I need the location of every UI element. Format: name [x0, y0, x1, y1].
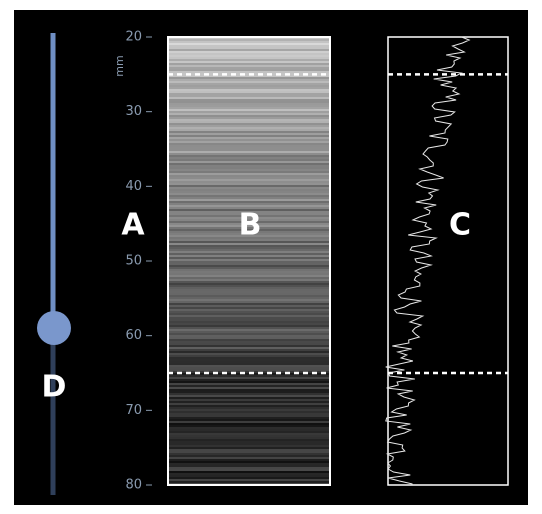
profile-panel — [387, 36, 509, 486]
profile-line — [385, 36, 471, 485]
label-a: A — [121, 208, 145, 243]
label-b: B — [239, 208, 262, 243]
label-d: D — [42, 370, 67, 405]
slider-knob[interactable] — [37, 311, 71, 345]
y-tick-label: 80 — [125, 478, 142, 493]
image-panel — [167, 36, 331, 486]
y-tick-label: 60 — [125, 328, 142, 343]
y-tick-label: 70 — [125, 403, 142, 418]
y-tick-label: 50 — [125, 254, 142, 269]
y-tick-label: 30 — [125, 104, 142, 119]
label-c: C — [449, 208, 471, 243]
unit-label: mm — [113, 55, 126, 76]
y-tick-label: 20 — [125, 30, 142, 45]
y-tick-label: 40 — [125, 179, 142, 194]
image-panel-texture — [168, 37, 330, 485]
